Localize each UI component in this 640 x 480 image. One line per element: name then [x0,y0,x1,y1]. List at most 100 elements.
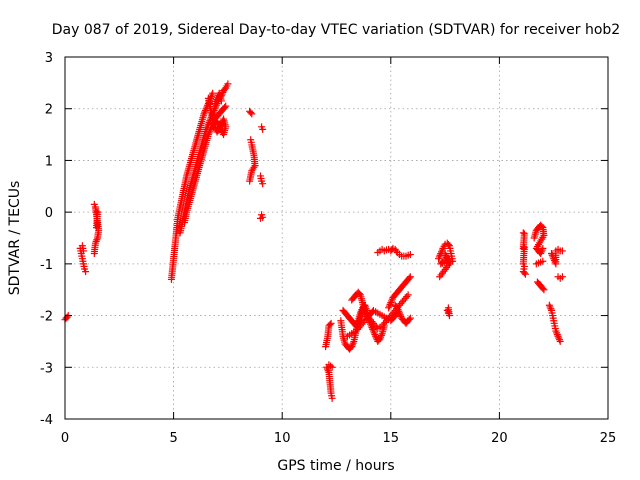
data-point-plus [386,300,394,308]
data-point-plus [385,302,393,310]
data-point-plus [435,255,443,263]
data-point-plus [538,246,546,254]
data-point-plus [256,214,264,222]
data-point-plus [247,109,255,117]
data-point-plus [217,97,225,105]
data-point-plus [552,327,560,335]
data-point-plus [369,327,377,335]
data-point-plus [532,260,540,268]
data-point-plus [348,341,356,349]
data-point-plus [369,325,377,333]
y-tick-label: -3 [40,361,53,376]
x-tick-label: 15 [383,431,400,446]
y-tick-label: -2 [40,310,53,325]
data-point-plus [259,125,267,133]
data-point-plus [348,343,356,351]
y-tick-label: 1 [45,154,53,169]
data-point-plus [201,108,209,116]
data-point-plus [521,270,529,278]
data-point-plus [372,332,380,340]
data-point-plus [394,306,402,314]
data-point-plus [327,319,335,327]
y-tick-label: 0 [45,206,53,221]
data-point-plus [206,127,214,135]
data-points [61,80,566,402]
data-point-plus [519,229,527,237]
data-point-plus [327,362,335,370]
data-point-plus [377,331,385,339]
x-tick-label: 20 [491,431,508,446]
data-point-plus [436,273,444,281]
data-point-plus [249,165,257,173]
data-point-plus [326,321,334,329]
data-point-plus [546,303,554,311]
y-tick-label: 2 [45,103,53,118]
data-point-plus [328,363,336,371]
data-point-plus [246,177,254,185]
data-point-plus [553,329,561,337]
data-point-plus [370,329,378,337]
data-point-plus [520,269,528,277]
data-point-plus [200,110,208,118]
data-point-plus [355,290,363,298]
data-point-plus [538,222,546,230]
data-point-plus [359,318,367,326]
data-point-plus [259,180,267,188]
data-point-plus [248,110,256,118]
data-point-plus [213,118,221,126]
data-point-plus [377,333,385,341]
data-point-plus [208,91,216,99]
data-point-plus [393,304,401,312]
x-tick-label: 0 [61,431,69,446]
data-point-plus [392,247,400,255]
chart-title: Day 087 of 2019, Sidereal Day-to-day VTE… [52,22,620,38]
x-tick-label: 5 [169,431,177,446]
data-point-plus [94,234,102,242]
data-point-plus [404,291,412,299]
x-tick-label: 10 [274,431,291,446]
data-point-plus [207,125,215,133]
x-tick-label: 25 [600,431,617,446]
data-point-plus [376,335,384,343]
data-point-plus [385,304,393,312]
data-point-plus [558,273,566,281]
data-point-plus [406,314,414,322]
data-point-plus [545,301,553,309]
y-tick-label: -4 [40,413,53,428]
data-point-plus [371,331,379,339]
data-point-plus [537,248,545,256]
data-point-plus [406,273,414,281]
data-point-plus [328,394,336,402]
data-point-plus [349,339,357,347]
data-point-plus [555,334,563,342]
plot-frame [64,56,609,420]
data-point-plus [396,311,404,319]
data-point-plus [222,102,230,110]
data-point-plus [437,248,445,256]
y-axis-label: SDTVAR / TECUs [7,181,23,296]
data-point-plus [79,247,87,255]
data-point-plus [324,367,332,375]
y-tick-label: 3 [45,51,53,66]
data-point-plus [395,307,403,315]
data-point-plus [205,129,213,137]
data-point-plus [550,256,558,264]
data-point-plus [405,315,413,323]
data-point-plus [556,337,564,345]
data-point-plus [555,336,563,344]
data-point-plus [435,253,443,261]
data-point-plus [405,274,413,282]
data-point-plus [444,240,452,248]
data-point-plus [540,286,548,294]
x-axis-label: GPS time / hours [277,458,394,474]
data-point-plus [539,284,547,292]
data-point-plus [519,244,527,252]
data-point-plus [204,131,212,139]
data-point-plus [387,299,395,307]
data-point-plus [395,309,403,317]
data-point-plus [92,237,100,245]
data-point-plus [90,250,98,258]
data-point-plus [553,331,561,339]
data-point-plus [209,89,217,97]
y-tick-label: -1 [40,258,53,273]
